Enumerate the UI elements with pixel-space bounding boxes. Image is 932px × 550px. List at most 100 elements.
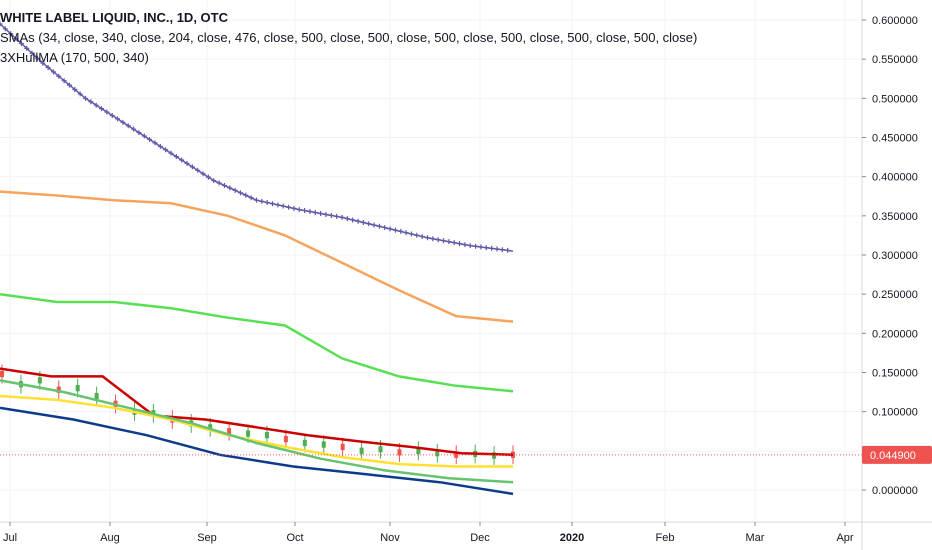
- candle-body: [227, 428, 232, 435]
- candle-body: [492, 452, 497, 459]
- series-marker: [334, 213, 340, 219]
- y-tick-label: 0.350000: [872, 211, 918, 223]
- series-marker: [499, 247, 505, 253]
- series-marker: [366, 221, 372, 227]
- series-marker: [115, 116, 121, 122]
- series-marker: [302, 208, 308, 214]
- series-marker: [286, 204, 292, 210]
- series-marker: [66, 82, 72, 88]
- x-tick-label: Oct: [286, 532, 303, 544]
- series-marker: [34, 55, 40, 61]
- series-marker: [56, 73, 62, 79]
- series-marker: [125, 123, 131, 129]
- candle-body: [56, 386, 61, 393]
- series-marker: [451, 240, 457, 246]
- series-marker: [99, 106, 105, 112]
- symbol-title: WHITE LABEL LIQUID, INC., 1D, OTC: [0, 10, 228, 25]
- series-marker: [339, 214, 345, 220]
- series-line-6: [0, 406, 514, 496]
- last-price-tag: 0.044900: [862, 445, 932, 464]
- series-marker: [109, 112, 115, 118]
- series-marker: [312, 210, 318, 216]
- series-marker: [323, 211, 329, 217]
- series-marker: [270, 201, 276, 207]
- series-marker: [243, 192, 249, 198]
- series-marker: [141, 133, 147, 139]
- y-tick-label: 0.300000: [872, 250, 918, 262]
- series-marker: [18, 41, 24, 46]
- series-line-4: [0, 394, 513, 468]
- y-tick-label: 0.400000: [872, 172, 918, 184]
- series-marker: [200, 171, 206, 177]
- y-tick-label: 0.550000: [872, 54, 918, 66]
- series-marker: [248, 195, 254, 201]
- candle-body: [75, 385, 80, 392]
- series-marker: [72, 87, 78, 93]
- series-marker: [350, 217, 356, 223]
- series-marker: [371, 222, 377, 228]
- series-marker: [403, 230, 409, 236]
- series-marker: [157, 143, 163, 149]
- series-marker: [382, 225, 388, 231]
- candle-body: [378, 446, 383, 453]
- series-marker: [408, 231, 414, 237]
- series-marker: [457, 241, 463, 247]
- series-marker: [13, 36, 19, 42]
- y-tick-label: 0.150000: [872, 368, 918, 380]
- series-marker: [462, 242, 468, 248]
- x-tick-label: 2020: [560, 532, 584, 544]
- series-marker: [376, 223, 382, 229]
- candle-body: [0, 370, 4, 378]
- series-marker: [0, 21, 3, 27]
- hullma-legend: 3XHullMA (170, 500, 340): [0, 50, 149, 65]
- series-marker: [275, 202, 281, 208]
- series-line-3: [0, 367, 514, 457]
- candle-body: [94, 392, 99, 400]
- series-marker: [419, 233, 425, 239]
- series-marker: [168, 150, 174, 156]
- series-marker: [147, 136, 153, 142]
- x-tick-label: Feb: [656, 532, 675, 544]
- x-tick-label: Jul: [3, 532, 17, 544]
- series-marker: [360, 219, 366, 225]
- series-marker: [152, 140, 158, 146]
- series-marker: [387, 226, 393, 232]
- y-tick-label: 0.000000: [872, 485, 918, 497]
- series-marker: [131, 126, 137, 132]
- series-marker: [195, 167, 201, 173]
- series-marker: [259, 198, 265, 204]
- candle-body: [416, 447, 421, 454]
- time-axis[interactable]: Jul Aug Sep Oct Nov Dec 2020 Feb Mar Apr: [3, 522, 854, 544]
- series-marker: [425, 235, 430, 241]
- candle-body: [302, 439, 307, 447]
- candle-body: [283, 435, 288, 443]
- series-marker: [24, 45, 30, 51]
- price-axis[interactable]: 0.600000 0.550000 0.500000 0.450000 0.400000…: [862, 15, 918, 497]
- moving-average-series: [0, 21, 514, 496]
- candle-body: [435, 450, 440, 457]
- series-marker: [88, 99, 94, 105]
- series-marker: [8, 31, 14, 37]
- series-line-2: [0, 292, 514, 393]
- series-marker: [61, 78, 67, 84]
- series-marker: [173, 154, 179, 160]
- candle-body: [397, 449, 402, 456]
- series-marker: [467, 243, 473, 249]
- x-tick-label: Nov: [380, 532, 400, 544]
- x-tick-label: Mar: [746, 532, 765, 544]
- x-tick-label: Apr: [836, 532, 853, 544]
- candle-body: [37, 377, 42, 384]
- series-marker: [254, 197, 259, 203]
- series-marker: [328, 212, 334, 218]
- series-marker: [446, 239, 452, 245]
- series-marker: [344, 216, 350, 222]
- series-marker: [489, 245, 495, 251]
- series-marker: [435, 237, 441, 243]
- candle-body: [208, 424, 213, 431]
- series-marker: [264, 200, 270, 206]
- series-marker: [205, 174, 211, 180]
- y-tick-label: 0.500000: [872, 93, 918, 105]
- series-marker: [211, 178, 217, 184]
- candle-body: [246, 430, 251, 437]
